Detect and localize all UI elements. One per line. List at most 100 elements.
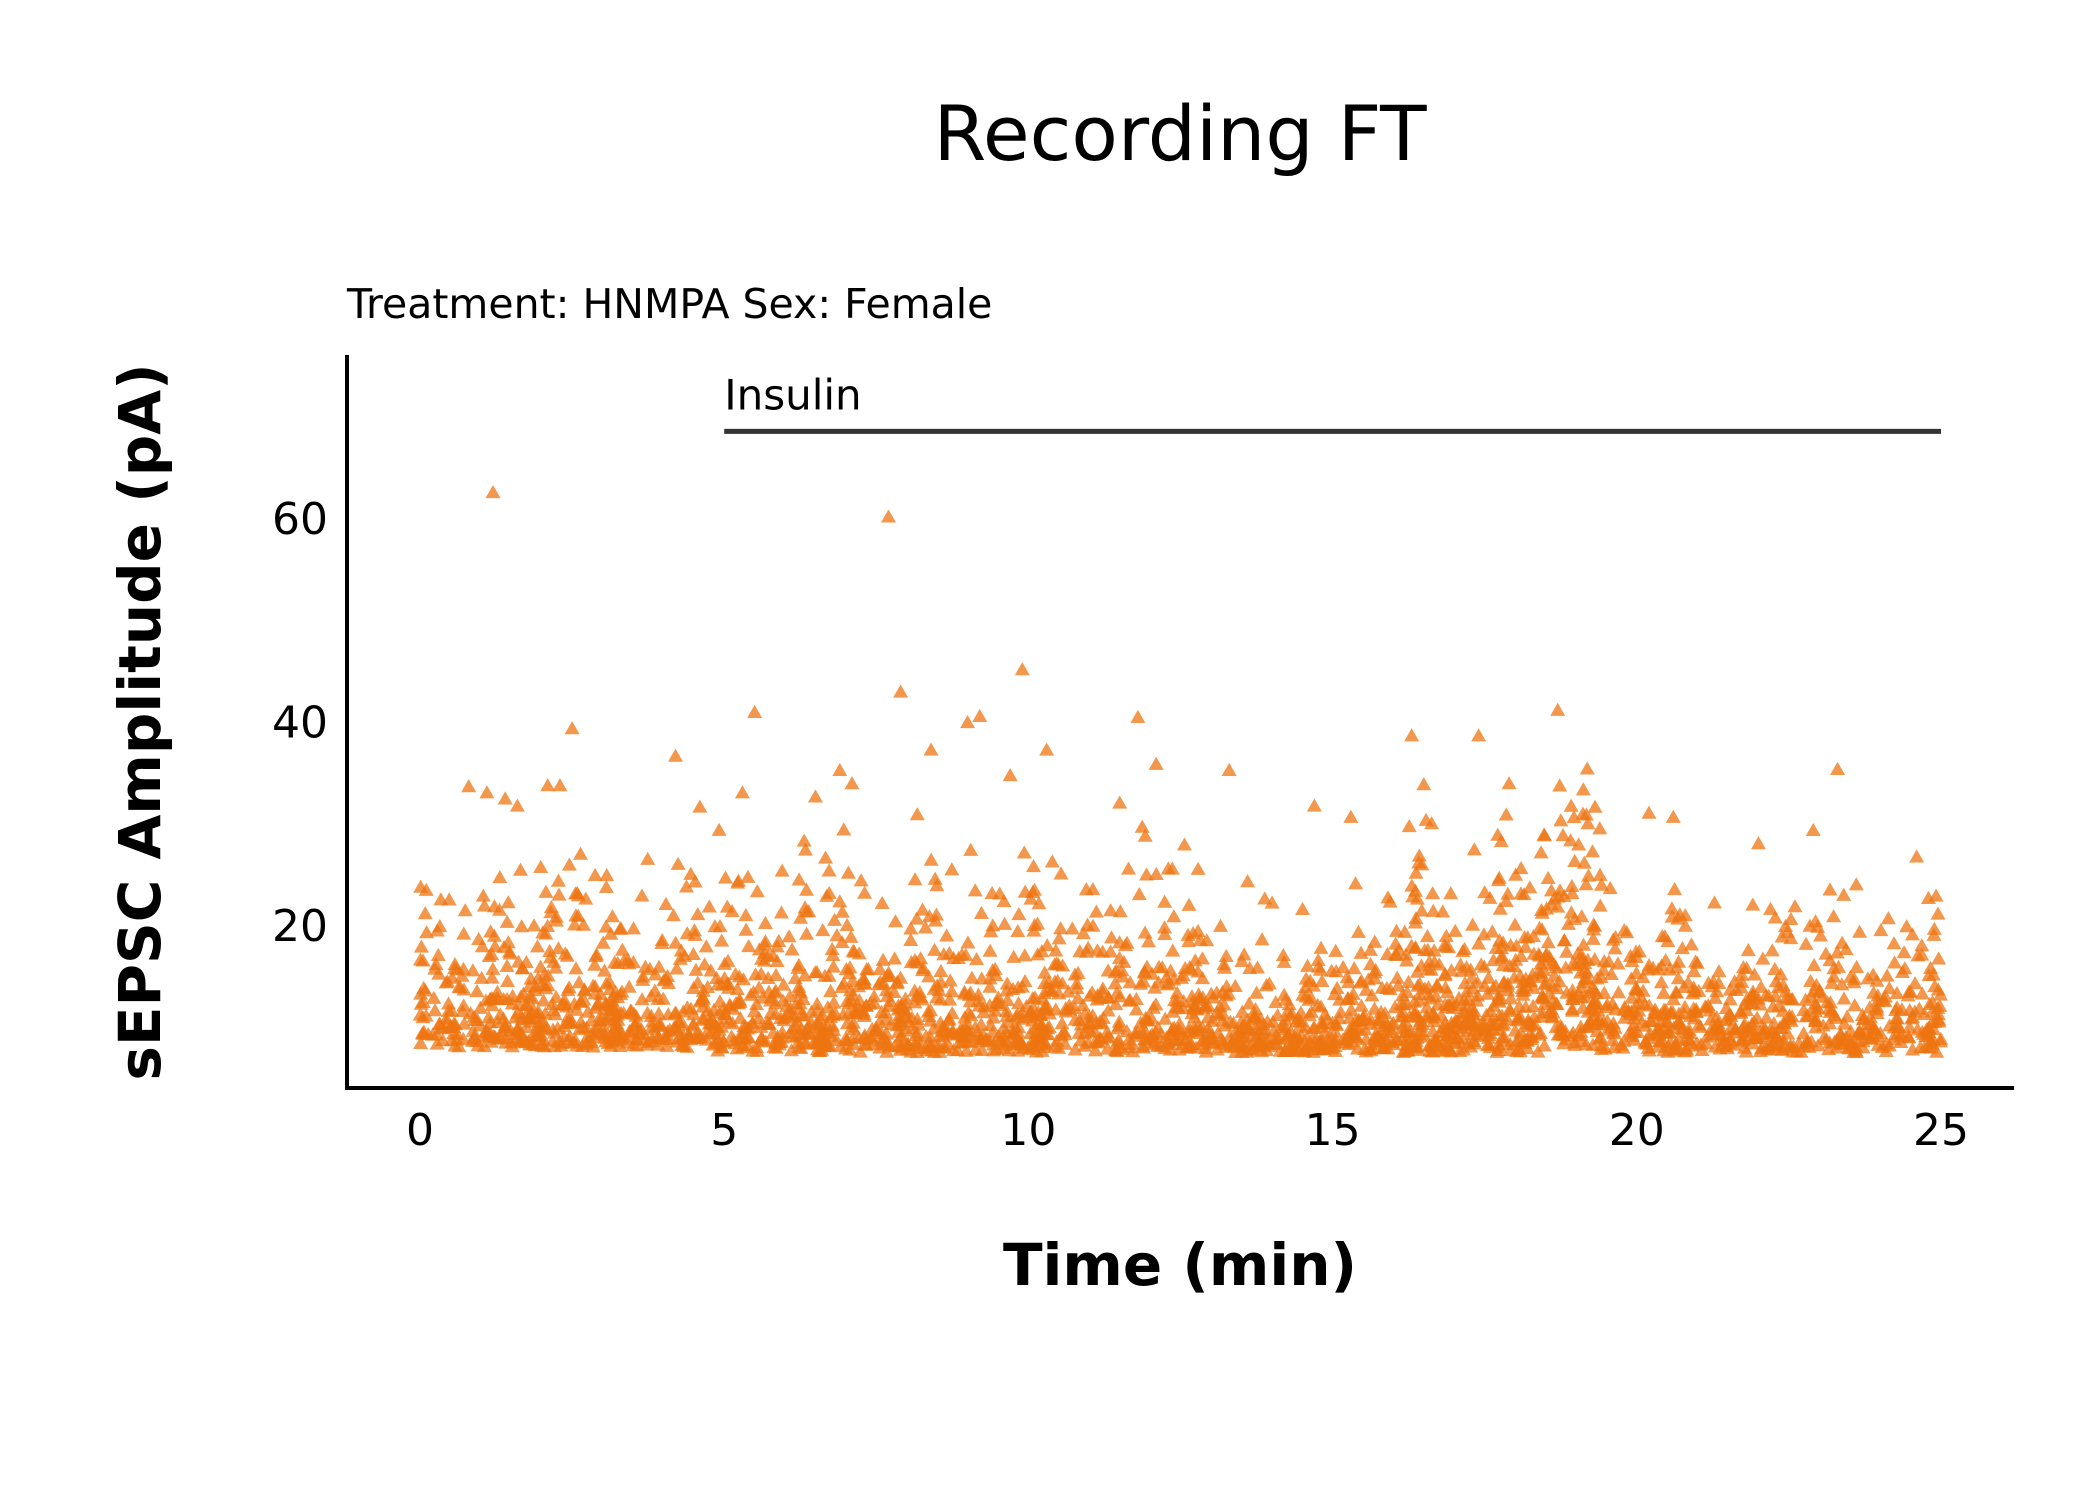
data-point bbox=[1873, 923, 1889, 937]
data-point bbox=[1129, 1025, 1145, 1039]
data-point bbox=[1807, 1013, 1823, 1028]
data-point bbox=[1200, 1010, 1216, 1024]
data-point bbox=[1301, 1036, 1317, 1050]
data-point bbox=[924, 1043, 940, 1057]
data-point bbox=[844, 776, 860, 790]
data-point bbox=[567, 917, 583, 931]
data-point bbox=[1666, 992, 1682, 1006]
data-point bbox=[1370, 1015, 1386, 1029]
data-point bbox=[1409, 964, 1425, 978]
data-point bbox=[456, 998, 472, 1012]
data-point bbox=[1824, 975, 1840, 989]
data-point bbox=[811, 1017, 827, 1031]
data-point bbox=[1808, 914, 1824, 928]
x-tick-label: 25 bbox=[1913, 1105, 1969, 1156]
data-point bbox=[1927, 979, 1943, 993]
data-point bbox=[1500, 886, 1516, 900]
data-point bbox=[670, 856, 686, 870]
data-point bbox=[561, 980, 577, 994]
data-point bbox=[1436, 938, 1452, 952]
data-point bbox=[1075, 926, 1091, 940]
data-point bbox=[547, 1038, 563, 1053]
data-point bbox=[1563, 833, 1579, 847]
data-point bbox=[1822, 1004, 1838, 1018]
data-point bbox=[608, 984, 624, 998]
data-point bbox=[1419, 1000, 1435, 1014]
data-point bbox=[476, 1039, 492, 1053]
data-point bbox=[1201, 1025, 1217, 1039]
data-point bbox=[1909, 849, 1925, 863]
data-point bbox=[944, 983, 960, 998]
data-point bbox=[1925, 967, 1941, 981]
data-point bbox=[880, 509, 896, 523]
data-point bbox=[921, 909, 937, 923]
data-point bbox=[487, 1029, 503, 1044]
data-point bbox=[926, 981, 942, 995]
data-point bbox=[1401, 819, 1417, 833]
data-point bbox=[1801, 1039, 1817, 1053]
data-point bbox=[500, 895, 516, 909]
data-point bbox=[1805, 822, 1821, 837]
data-point bbox=[1408, 1008, 1424, 1023]
data-point bbox=[1188, 1040, 1204, 1054]
data-point bbox=[1537, 828, 1553, 842]
data-point bbox=[1352, 975, 1368, 989]
data-point bbox=[1358, 982, 1374, 996]
data-point bbox=[1421, 954, 1437, 968]
data-point bbox=[1088, 904, 1104, 918]
data-point bbox=[1682, 1025, 1698, 1040]
data-point bbox=[1044, 854, 1060, 868]
data-point bbox=[1030, 1004, 1046, 1019]
data-point bbox=[823, 983, 839, 998]
data-point bbox=[1081, 1009, 1097, 1023]
data-point bbox=[1899, 919, 1915, 933]
data-point bbox=[687, 874, 703, 888]
data-point bbox=[1466, 842, 1482, 856]
data-point bbox=[1798, 992, 1814, 1006]
data-point bbox=[1713, 1028, 1729, 1042]
data-point bbox=[1137, 828, 1153, 842]
data-point bbox=[1137, 925, 1153, 939]
data-point bbox=[476, 898, 492, 912]
data-point bbox=[824, 941, 840, 956]
data-point bbox=[1931, 951, 1947, 965]
data-point bbox=[929, 878, 945, 892]
data-point bbox=[1502, 1003, 1518, 1017]
data-point bbox=[907, 952, 923, 966]
data-point bbox=[1707, 990, 1723, 1004]
data-point bbox=[1175, 968, 1191, 982]
data-point bbox=[1914, 938, 1930, 952]
data-point bbox=[933, 963, 949, 978]
data-point bbox=[973, 1017, 989, 1031]
data-point bbox=[1517, 930, 1533, 944]
data-point bbox=[548, 960, 564, 974]
data-point bbox=[1362, 957, 1378, 971]
data-point bbox=[1668, 985, 1684, 999]
data-point bbox=[634, 888, 650, 902]
data-point bbox=[765, 948, 781, 963]
data-point bbox=[1451, 990, 1467, 1004]
data-point bbox=[1064, 921, 1080, 935]
data-point bbox=[1536, 1038, 1552, 1052]
data-point bbox=[1527, 1017, 1543, 1031]
data-point bbox=[797, 842, 813, 856]
data-point bbox=[1117, 937, 1133, 952]
data-point bbox=[791, 872, 807, 886]
data-point bbox=[744, 1016, 760, 1030]
data-point bbox=[1404, 728, 1420, 742]
data-point bbox=[1912, 1040, 1928, 1054]
data-point bbox=[853, 873, 869, 887]
data-point bbox=[1011, 996, 1027, 1010]
data-point bbox=[1508, 867, 1524, 881]
data-point bbox=[1622, 948, 1638, 962]
data-point bbox=[1415, 1016, 1431, 1030]
data-point bbox=[1532, 920, 1548, 934]
data-point bbox=[1826, 961, 1842, 975]
data-point bbox=[1866, 985, 1882, 999]
data-point bbox=[660, 968, 676, 982]
data-point bbox=[1445, 1000, 1461, 1015]
data-point bbox=[1047, 974, 1063, 988]
data-point bbox=[1475, 1017, 1491, 1032]
data-point bbox=[1593, 877, 1609, 891]
data-point bbox=[1538, 975, 1554, 989]
